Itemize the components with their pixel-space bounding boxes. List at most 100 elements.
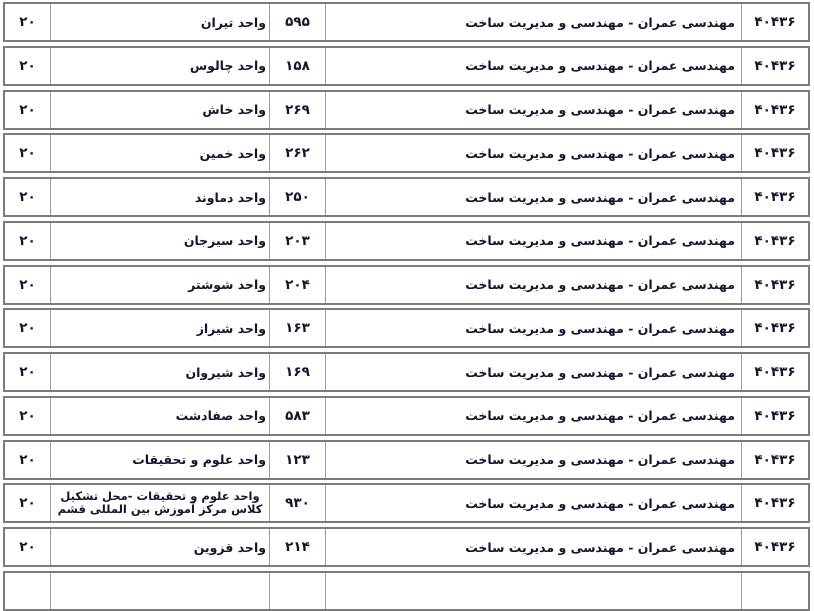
- unit-code-value: ۱۶۹: [285, 364, 310, 380]
- unit-code-cell: ۵۸۳: [269, 397, 325, 434]
- program-code-cell: ۴۰۴۳۶: [741, 485, 808, 522]
- table-row: ۴۰۴۳۶ مهندسی عمران - مهندسی و مدیریت ساخ…: [3, 395, 810, 436]
- table-row: ۴۰۴۳۶ مهندسی عمران - مهندسی و مدیریت ساخ…: [3, 527, 810, 567]
- unit-code-value: ۲۰۴: [285, 276, 310, 293]
- program-code-cell: ۴۰۴۳۶: [741, 91, 808, 128]
- unit-code-value: ۲۶۹: [285, 101, 310, 118]
- program-code-value: ۴۰۴۳۶: [754, 407, 796, 424]
- program-code-value: ۴۰۴۳۶: [754, 232, 796, 249]
- program-name-value: مهندسی عمران - مهندسی و مدیریت ساخت: [465, 14, 735, 30]
- unit-code-cell: ۲۰۳: [269, 222, 325, 259]
- program-code-value: ۴۰۴۳۶: [754, 276, 796, 293]
- capacity-cell: ۲۰: [5, 4, 50, 40]
- unit-code-value: ۹۳۰: [285, 495, 310, 512]
- unit-name-value: واحد دماوند: [194, 189, 266, 205]
- table-row: ۴۰۴۳۶ مهندسی عمران - مهندسی و مدیریت ساخ…: [3, 352, 810, 392]
- program-name-value: مهندسی عمران - مهندسی و مدیریت ساخت: [465, 277, 735, 292]
- program-name-cell: مهندسی عمران - مهندسی و مدیریت ساخت: [325, 47, 741, 84]
- capacity-value: ۲۰: [19, 101, 36, 118]
- unit-code-cell: ۱۶۹: [269, 354, 325, 390]
- program-name-cell: مهندسی عمران - مهندسی و مدیریت ساخت: [325, 397, 741, 434]
- unit-name-cell: واحد دماوند: [50, 179, 269, 215]
- program-code-value: ۴۰۴۳۶: [754, 189, 796, 205]
- capacity-cell: ۲۰: [5, 179, 50, 215]
- unit-code-value: ۲۰۳: [285, 232, 310, 249]
- unit-name-cell: واحد شیراز: [50, 310, 269, 347]
- program-code-cell: ۴۰۴۳۶: [741, 310, 808, 347]
- unit-code-value: ۱۲۳: [285, 451, 310, 468]
- table-row: ۴۰۴۳۶ مهندسی عمران - مهندسی و مدیریت ساخ…: [3, 264, 810, 305]
- unit-name-value: واحد شوشتر: [188, 277, 266, 292]
- table-row: ۴۰۴۳۶ مهندسی عمران - مهندسی و مدیریت ساخ…: [3, 89, 810, 130]
- unit-name-value: واحد علوم و تحقیقات -محل تشکیل کلاس مرکز…: [57, 488, 263, 517]
- unit-name-cell: واحد علوم و تحقیقات: [50, 441, 269, 478]
- program-name-value: مهندسی عمران - مهندسی و مدیریت ساخت: [465, 233, 735, 249]
- table-row: ۴۰۴۳۶ مهندسی عمران - مهندسی و مدیریت ساخ…: [3, 2, 810, 42]
- capacity-cell: ۲۰: [5, 442, 50, 478]
- program-name-cell: مهندسی عمران - مهندسی و مدیریت ساخت: [325, 4, 741, 40]
- unit-name-cell: واحد خاش: [50, 91, 269, 128]
- capacity-value: ۲۰: [19, 539, 36, 555]
- unit-name-cell: واحد خمین: [50, 135, 269, 172]
- program-name-cell: مهندسی عمران - مهندسی و مدیریت ساخت: [325, 441, 741, 478]
- program-code-cell: ۴۰۴۳۶: [741, 4, 808, 40]
- program-name-cell: مهندسی عمران - مهندسی و مدیریت ساخت: [325, 179, 741, 215]
- unit-name-value: واحد چالوس: [189, 58, 266, 74]
- capacity-cell: [5, 573, 50, 609]
- unit-name-value: واحد قزوین: [193, 539, 266, 555]
- program-name-value: مهندسی عمران - مهندسی و مدیریت ساخت: [465, 408, 735, 424]
- unit-name-value: واحد شیروان: [185, 364, 266, 380]
- program-name-value: مهندسی عمران - مهندسی و مدیریت ساخت: [465, 364, 735, 380]
- unit-name-cell: واحد صفادشت: [50, 397, 269, 434]
- unit-name-cell: واحد علوم و تحقیقات -محل تشکیل کلاس مرکز…: [50, 485, 269, 522]
- table-row: ۴۰۴۳۶ مهندسی عمران - مهندسی و مدیریت ساخ…: [3, 308, 810, 349]
- unit-code-value: ۲۶۲: [285, 145, 310, 162]
- capacity-cell: ۲۰: [5, 529, 50, 565]
- program-code-value: ۴۰۴۳۶: [754, 101, 796, 118]
- admission-capacity-table: ۴۰۴۳۶ مهندسی عمران - مهندسی و مدیریت ساخ…: [3, 2, 810, 611]
- unit-name-cell: واحد تیران: [50, 4, 269, 40]
- unit-code-value: ۲۵۰: [285, 189, 310, 205]
- program-name-value: مهندسی عمران - مهندسی و مدیریت ساخت: [465, 145, 735, 161]
- unit-code-value: ۱۶۳: [285, 320, 310, 337]
- capacity-cell: ۲۰: [5, 223, 50, 259]
- program-name-cell: مهندسی عمران - مهندسی و مدیریت ساخت: [325, 91, 741, 128]
- capacity-value: ۲۰: [19, 451, 36, 468]
- program-name-cell: [325, 572, 741, 609]
- program-code-value: ۴۰۴۳۶: [754, 145, 796, 162]
- unit-name-value: واحد تیران: [200, 14, 266, 30]
- capacity-value: ۲۰: [19, 57, 36, 74]
- capacity-value: ۲۰: [19, 495, 36, 512]
- unit-name-cell: واحد چالوس: [50, 47, 269, 84]
- unit-name-value: واحد خمین: [199, 145, 266, 161]
- unit-name-cell: واحد قزوین: [50, 529, 269, 565]
- unit-code-cell: ۱۵۸: [269, 47, 325, 84]
- capacity-cell: ۲۰: [5, 354, 50, 390]
- program-code-cell: [741, 572, 808, 609]
- program-name-value: مهندسی عمران - مهندسی و مدیریت ساخت: [465, 58, 735, 74]
- program-code-value: ۴۰۴۳۶: [754, 320, 796, 337]
- program-code-cell: ۴۰۴۳۶: [741, 222, 808, 259]
- capacity-value: ۲۰: [19, 364, 36, 380]
- program-name-cell: مهندسی عمران - مهندسی و مدیریت ساخت: [325, 485, 741, 522]
- capacity-value: ۲۰: [19, 145, 36, 162]
- table-row: ۴۰۴۳۶ مهندسی عمران - مهندسی و مدیریت ساخ…: [3, 483, 810, 524]
- unit-code-value: ۱۵۸: [285, 57, 310, 74]
- program-code-value: ۴۰۴۳۶: [754, 451, 796, 468]
- unit-name-cell: واحد شوشتر: [50, 266, 269, 303]
- program-code-cell: ۴۰۴۳۶: [741, 47, 808, 84]
- program-code-value: ۴۰۴۳۶: [754, 364, 796, 380]
- unit-code-value: ۵۹۵: [285, 14, 310, 30]
- capacity-cell: ۲۰: [5, 485, 50, 521]
- program-code-cell: ۴۰۴۳۶: [741, 266, 808, 303]
- unit-code-cell: ۹۳۰: [269, 485, 325, 522]
- unit-code-cell: ۱۲۳: [269, 441, 325, 478]
- capacity-cell: ۲۰: [5, 92, 50, 128]
- program-name-cell: مهندسی عمران - مهندسی و مدیریت ساخت: [325, 266, 741, 303]
- capacity-cell: ۲۰: [5, 48, 50, 84]
- capacity-cell: ۲۰: [5, 398, 50, 434]
- unit-code-cell: ۲۰۴: [269, 266, 325, 303]
- unit-code-cell: ۲۵۰: [269, 179, 325, 215]
- capacity-value: ۲۰: [19, 276, 36, 293]
- unit-code-value: ۲۱۴: [285, 539, 310, 555]
